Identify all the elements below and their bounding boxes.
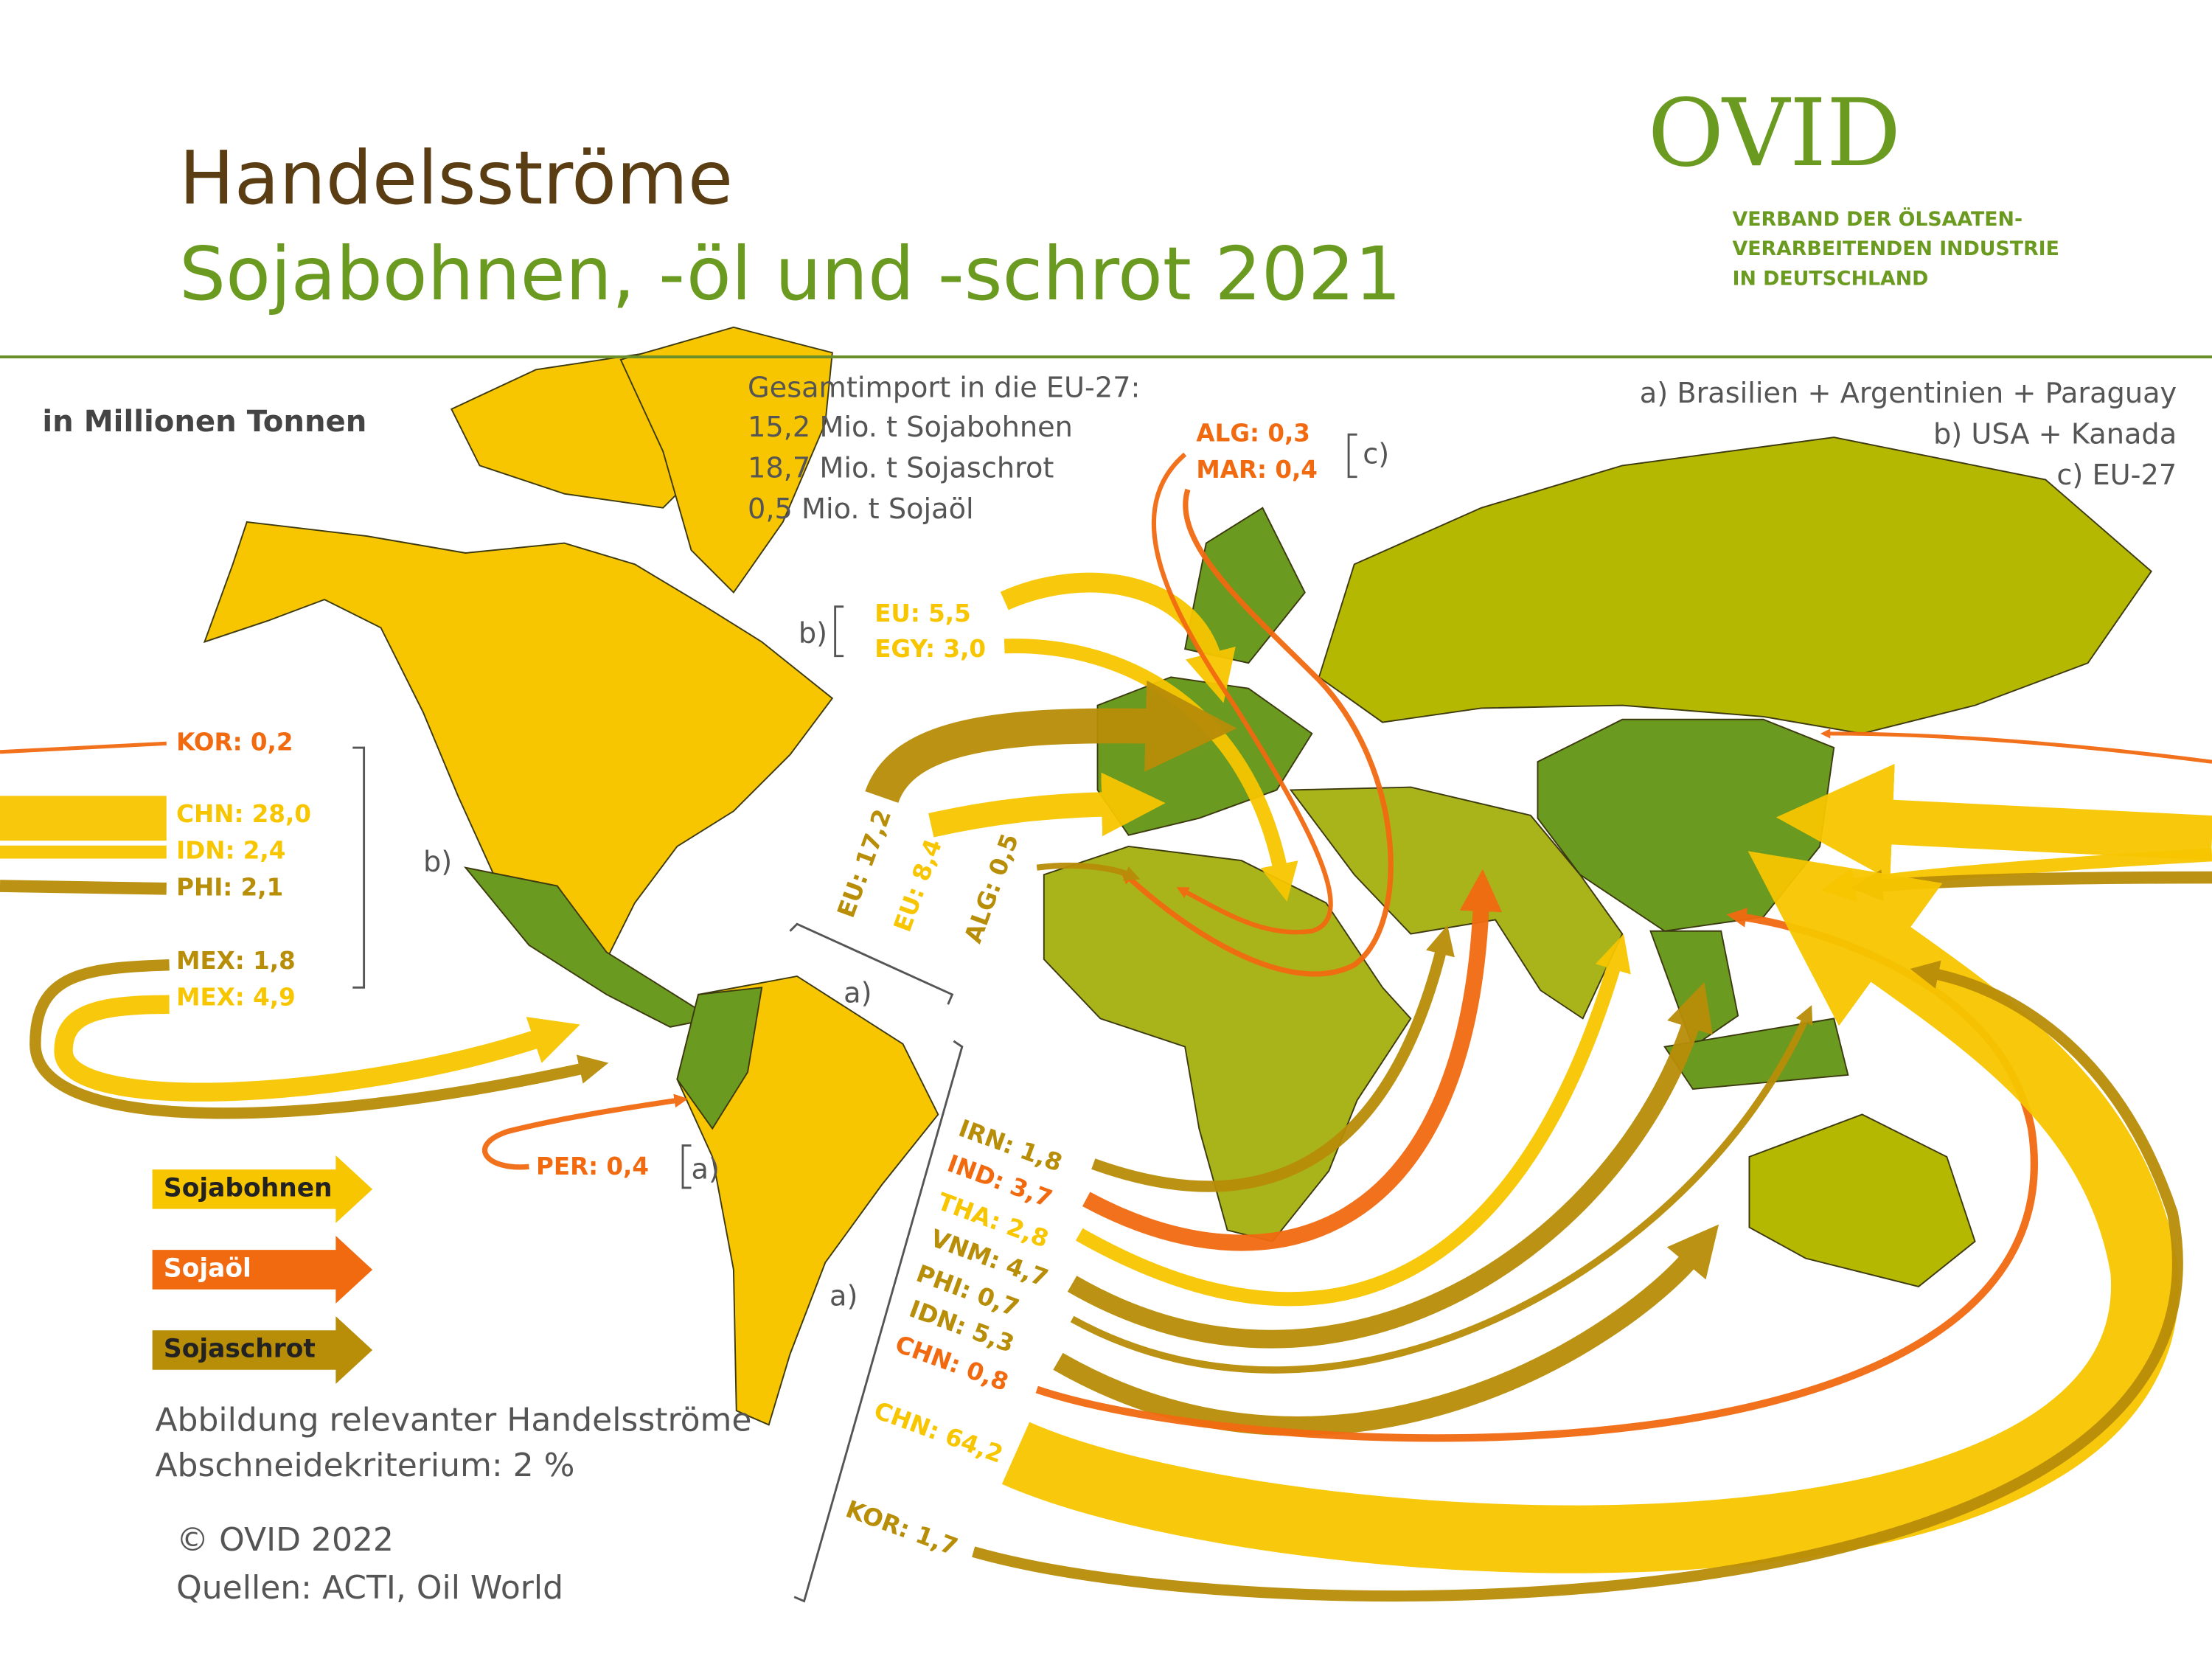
flow-label: EGY: 3,0 bbox=[874, 635, 986, 663]
logo-name: OVID bbox=[1648, 79, 1902, 187]
title-line-1: Handelsströme bbox=[179, 136, 733, 221]
flow-label: MAR: 0,4 bbox=[1196, 456, 1317, 484]
flow-arrow bbox=[972, 960, 2183, 1602]
greenland bbox=[619, 326, 833, 594]
legend-arrow bbox=[152, 1155, 373, 1223]
origin-label: b) bbox=[799, 616, 827, 650]
import-line: 18,7 Mio. t Sojaschrot bbox=[748, 452, 1054, 485]
origin-label: a) bbox=[830, 1280, 858, 1313]
bracket bbox=[834, 605, 844, 658]
flow-arrow bbox=[865, 680, 1237, 804]
flow-label: KOR: 0,2 bbox=[176, 728, 293, 756]
andes-west bbox=[676, 987, 763, 1130]
flow-label: ALG: 0,3 bbox=[1196, 419, 1310, 447]
legend-label: Sojaöl bbox=[164, 1253, 251, 1283]
origin-label: b) bbox=[423, 845, 452, 878]
note: Abbildung relevanter Handelsströme bbox=[155, 1402, 751, 1439]
flow-label: EU: 5,5 bbox=[874, 599, 971, 627]
flow-arrow bbox=[29, 959, 609, 1119]
import-heading: Gesamtimport in die EU-27: bbox=[748, 372, 1140, 405]
footnote: c) EU-27 bbox=[2056, 459, 2177, 492]
bracket bbox=[681, 1144, 692, 1189]
flow-label: ALG: 0,5 bbox=[959, 830, 1024, 947]
legend-arrow bbox=[152, 1236, 373, 1304]
import-line: 15,2 Mio. t Sojabohnen bbox=[748, 411, 1073, 444]
note: Abschneidekriterium: 2 % bbox=[155, 1447, 574, 1484]
russia bbox=[1318, 437, 2153, 734]
footnote: a) Brasilien + Argentinien + Paraguay bbox=[1640, 377, 2177, 410]
credit: Quellen: ACTI, Oil World bbox=[176, 1569, 563, 1607]
flow-arrow bbox=[54, 995, 580, 1102]
legend-label: Sojabohnen bbox=[164, 1173, 333, 1203]
flow-label: CHN: 28,0 bbox=[176, 800, 311, 828]
flow-label: KOR: 1,7 bbox=[842, 1495, 961, 1561]
brackets bbox=[352, 433, 1357, 1603]
flow-label: PER: 0,4 bbox=[536, 1152, 649, 1180]
europe bbox=[1096, 676, 1313, 836]
flow-label: EU: 8,4 bbox=[888, 835, 947, 936]
footnote: b) USA + Kanada bbox=[1933, 418, 2177, 451]
south-america bbox=[676, 975, 939, 1426]
flow-label: EU: 17,2 bbox=[832, 806, 897, 922]
flow-arrow bbox=[1151, 452, 1333, 935]
logo-subtitle: VERARBEITENDEN INDUSTRIE bbox=[1732, 237, 2059, 260]
credit: © OVID 2022 bbox=[176, 1521, 394, 1559]
logo-subtitle: VERBAND DER ÖLSAATEN- bbox=[1732, 206, 2023, 231]
flow-label: MEX: 4,9 bbox=[176, 984, 296, 1012]
bracket bbox=[352, 746, 366, 989]
bracket bbox=[1347, 433, 1357, 479]
flow-arrow bbox=[1067, 982, 1713, 1349]
flow-arrow bbox=[1120, 488, 1394, 977]
scandinavia bbox=[1184, 507, 1306, 664]
flow-label: IDN: 2,4 bbox=[176, 837, 285, 865]
world-map bbox=[203, 326, 2153, 1426]
flow-arrow bbox=[1001, 851, 2179, 1573]
north-america bbox=[203, 521, 834, 961]
bracket bbox=[789, 922, 954, 1005]
flow-arrow bbox=[1070, 1005, 1813, 1374]
origin-label: a) bbox=[691, 1153, 719, 1186]
flow-arrow bbox=[1036, 862, 1141, 881]
legend: Sojabohnen Sojaöl Sojaschrot bbox=[152, 1155, 373, 1384]
origin-label: a) bbox=[844, 976, 872, 1009]
bracket bbox=[793, 1040, 964, 1603]
logo-subtitle: IN DEUTSCHLAND bbox=[1732, 267, 1928, 290]
flow-label: MEX: 1,8 bbox=[176, 947, 296, 975]
flow-label: CHN: 64,2 bbox=[870, 1397, 1006, 1469]
flow-arrow bbox=[1000, 572, 1236, 703]
flow-arrow bbox=[1053, 1224, 1719, 1436]
flow-arrow bbox=[1082, 869, 1503, 1251]
origin-label: c) bbox=[1363, 437, 1389, 470]
flow-arrow bbox=[0, 818, 2212, 838]
import-line: 0,5 Mio. t Sojaöl bbox=[748, 493, 974, 526]
flow-arrow bbox=[1075, 933, 1631, 1307]
flow-arrow bbox=[928, 772, 1166, 838]
title-line-2: Sojabohnen, -öl und -schrot 2021 bbox=[179, 232, 1402, 317]
flow-arrow bbox=[481, 1093, 689, 1170]
middle-east-india bbox=[1289, 786, 1624, 1020]
australia bbox=[1748, 1113, 1976, 1287]
flow-label: PHI: 2,1 bbox=[176, 873, 283, 901]
legend-label: Sojaschrot bbox=[164, 1334, 316, 1363]
trade-flows: KOR: 0,2 CHN: 28,0 IDN: 2,4 PHI: 2,1 MEX: 1,… bbox=[0, 419, 2212, 1602]
flow-arrow bbox=[1091, 925, 1455, 1192]
indonesia bbox=[1663, 1018, 1849, 1091]
unit-label: in Millionen Tonnen bbox=[42, 405, 366, 439]
legend-arrow bbox=[152, 1316, 373, 1384]
